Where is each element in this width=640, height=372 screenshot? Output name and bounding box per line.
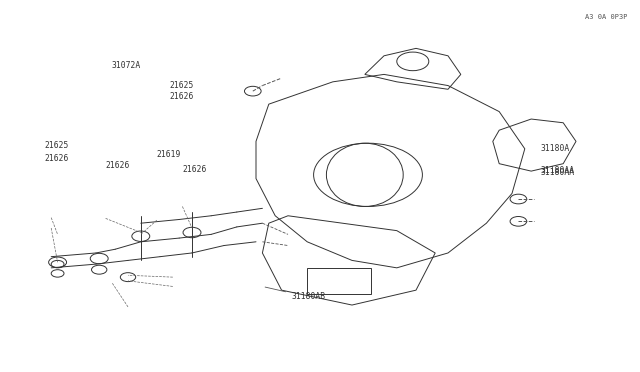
Text: 21626: 21626 bbox=[182, 165, 207, 174]
Text: 31180AB: 31180AB bbox=[265, 287, 325, 301]
Text: 31072A: 31072A bbox=[112, 61, 141, 70]
Text: 21619: 21619 bbox=[157, 150, 181, 159]
Text: 31180AA: 31180AA bbox=[541, 166, 575, 175]
Text: 21625: 21625 bbox=[170, 81, 194, 90]
Text: 21626: 21626 bbox=[106, 161, 130, 170]
Text: 31180A: 31180A bbox=[541, 144, 570, 153]
Text: 31180AA: 31180AA bbox=[541, 169, 575, 177]
Text: A3 0A 0P3P: A3 0A 0P3P bbox=[585, 14, 627, 20]
Text: 21626: 21626 bbox=[170, 92, 194, 101]
Text: 21625: 21625 bbox=[45, 141, 69, 150]
Text: 21626: 21626 bbox=[45, 154, 69, 163]
